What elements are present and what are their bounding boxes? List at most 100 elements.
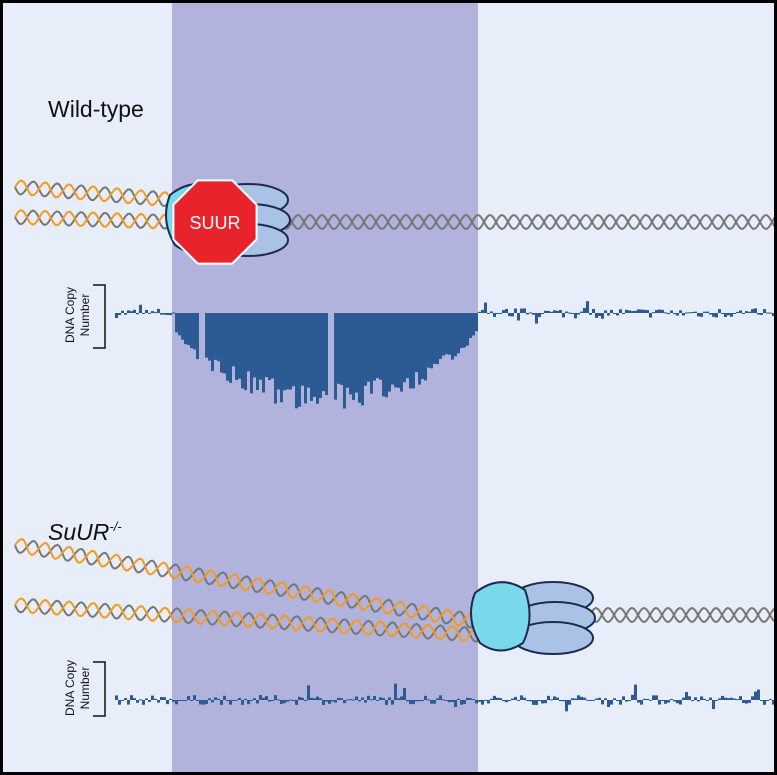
copy-number-bar	[448, 313, 451, 355]
copy-number-bar	[145, 310, 148, 313]
copy-number-bar	[556, 311, 559, 313]
copy-number-bar	[742, 313, 745, 314]
copy-number-bar	[760, 700, 763, 701]
copy-number-bar	[355, 696, 358, 700]
copy-number-bar	[160, 313, 163, 315]
copy-number-bar	[229, 700, 232, 705]
copy-number-bar	[295, 700, 298, 705]
copy-number-bar	[616, 700, 619, 701]
copy-number-bar	[403, 688, 406, 700]
copy-number-bar	[730, 698, 733, 700]
copy-number-bar	[493, 313, 496, 317]
copy-number-bar	[574, 699, 577, 700]
copy-number-bar	[679, 700, 682, 705]
copy-number-bar	[151, 696, 154, 700]
copy-number-bar	[376, 700, 379, 701]
copy-number-bar	[121, 700, 124, 701]
copy-number-bar	[289, 313, 292, 390]
copy-number-bar	[745, 700, 748, 704]
copy-number-bar	[208, 313, 211, 361]
copy-number-bar	[157, 700, 160, 703]
copy-number-bar	[514, 697, 517, 700]
copy-number-bar	[478, 700, 481, 702]
copy-number-bar	[298, 313, 301, 407]
copy-number-bar	[274, 313, 277, 404]
copy-number-bar	[361, 698, 364, 700]
copy-number-bar	[550, 312, 553, 313]
copy-number-bar	[331, 700, 334, 701]
copy-number-bar	[643, 699, 646, 700]
copy-number-bar	[148, 700, 151, 702]
copy-number-bar	[628, 310, 631, 313]
copy-number-bar	[541, 700, 544, 703]
copy-number-bar	[694, 697, 697, 700]
copy-number-bar	[172, 700, 175, 702]
copy-number-bar	[589, 313, 592, 315]
copy-number-bar	[565, 700, 568, 711]
copy-number-bar	[397, 698, 400, 700]
copy-number-bar	[487, 313, 490, 314]
copy-number-bar	[643, 310, 646, 313]
copy-number-bar	[499, 698, 502, 700]
copy-number-bar	[163, 313, 166, 315]
copy-number-bar	[445, 313, 448, 354]
copy-number-bar	[760, 313, 763, 315]
copy-number-bar	[418, 700, 421, 701]
copy-number-bar	[517, 313, 520, 320]
copy-number-bar	[343, 313, 346, 409]
copy-number-bar	[283, 313, 286, 390]
copy-number-bar	[505, 309, 508, 313]
copy-number-bar	[691, 700, 694, 701]
copy-number-bar	[697, 313, 700, 316]
copy-number-bar	[259, 695, 262, 700]
copy-number-bar	[586, 700, 589, 701]
copy-number-bar	[763, 309, 766, 313]
copy-number-bar	[187, 696, 190, 700]
copy-number-bar	[271, 313, 274, 378]
copy-number-bar	[625, 310, 628, 313]
copy-number-bar	[424, 313, 427, 380]
copy-number-bar	[511, 699, 514, 700]
copy-number-bar	[658, 700, 661, 704]
copy-number-bar	[445, 700, 448, 701]
copy-number-bar	[340, 313, 343, 385]
track-label-line: Number	[78, 294, 92, 337]
copy-number-bar	[493, 696, 496, 700]
copy-number-bar	[202, 700, 205, 705]
copy-number-bar	[238, 313, 241, 379]
copy-number-bar	[679, 310, 682, 313]
copy-number-bar	[724, 313, 727, 317]
copy-number-bar	[598, 313, 601, 316]
copy-number-bar	[658, 309, 661, 313]
copy-number-bar	[469, 313, 472, 338]
copy-number-bar	[559, 310, 562, 313]
copy-number-bar	[247, 313, 250, 371]
copy-number-bar	[637, 700, 640, 703]
copy-number-bar	[301, 313, 304, 386]
copy-number-bar	[634, 685, 637, 700]
copy-number-bar	[310, 698, 313, 700]
copy-number-bar	[595, 313, 598, 318]
copy-number-bar	[322, 700, 325, 705]
copy-number-bar	[334, 700, 337, 703]
copy-number-bar	[250, 313, 253, 393]
copy-number-bar	[394, 684, 397, 700]
copy-number-bar	[739, 310, 742, 313]
copy-number-bar	[181, 313, 184, 340]
stop-sign-text: SUUR	[189, 213, 240, 233]
copy-number-bar	[586, 301, 589, 313]
copy-number-bar	[124, 698, 127, 700]
copy-number-bar	[667, 313, 670, 314]
copy-number-bar	[703, 699, 706, 700]
copy-number-bar	[397, 313, 400, 388]
copy-number-bar	[649, 313, 652, 318]
copy-number-bar	[172, 312, 175, 313]
copy-number-bar	[556, 698, 559, 700]
copy-number-bar	[148, 313, 151, 314]
copy-number-bar	[337, 313, 340, 384]
copy-number-bar	[382, 313, 385, 396]
copy-number-bar	[451, 313, 454, 360]
copy-number-bar	[241, 700, 244, 705]
copy-number-bar	[748, 312, 751, 313]
copy-number-bar	[676, 313, 679, 316]
